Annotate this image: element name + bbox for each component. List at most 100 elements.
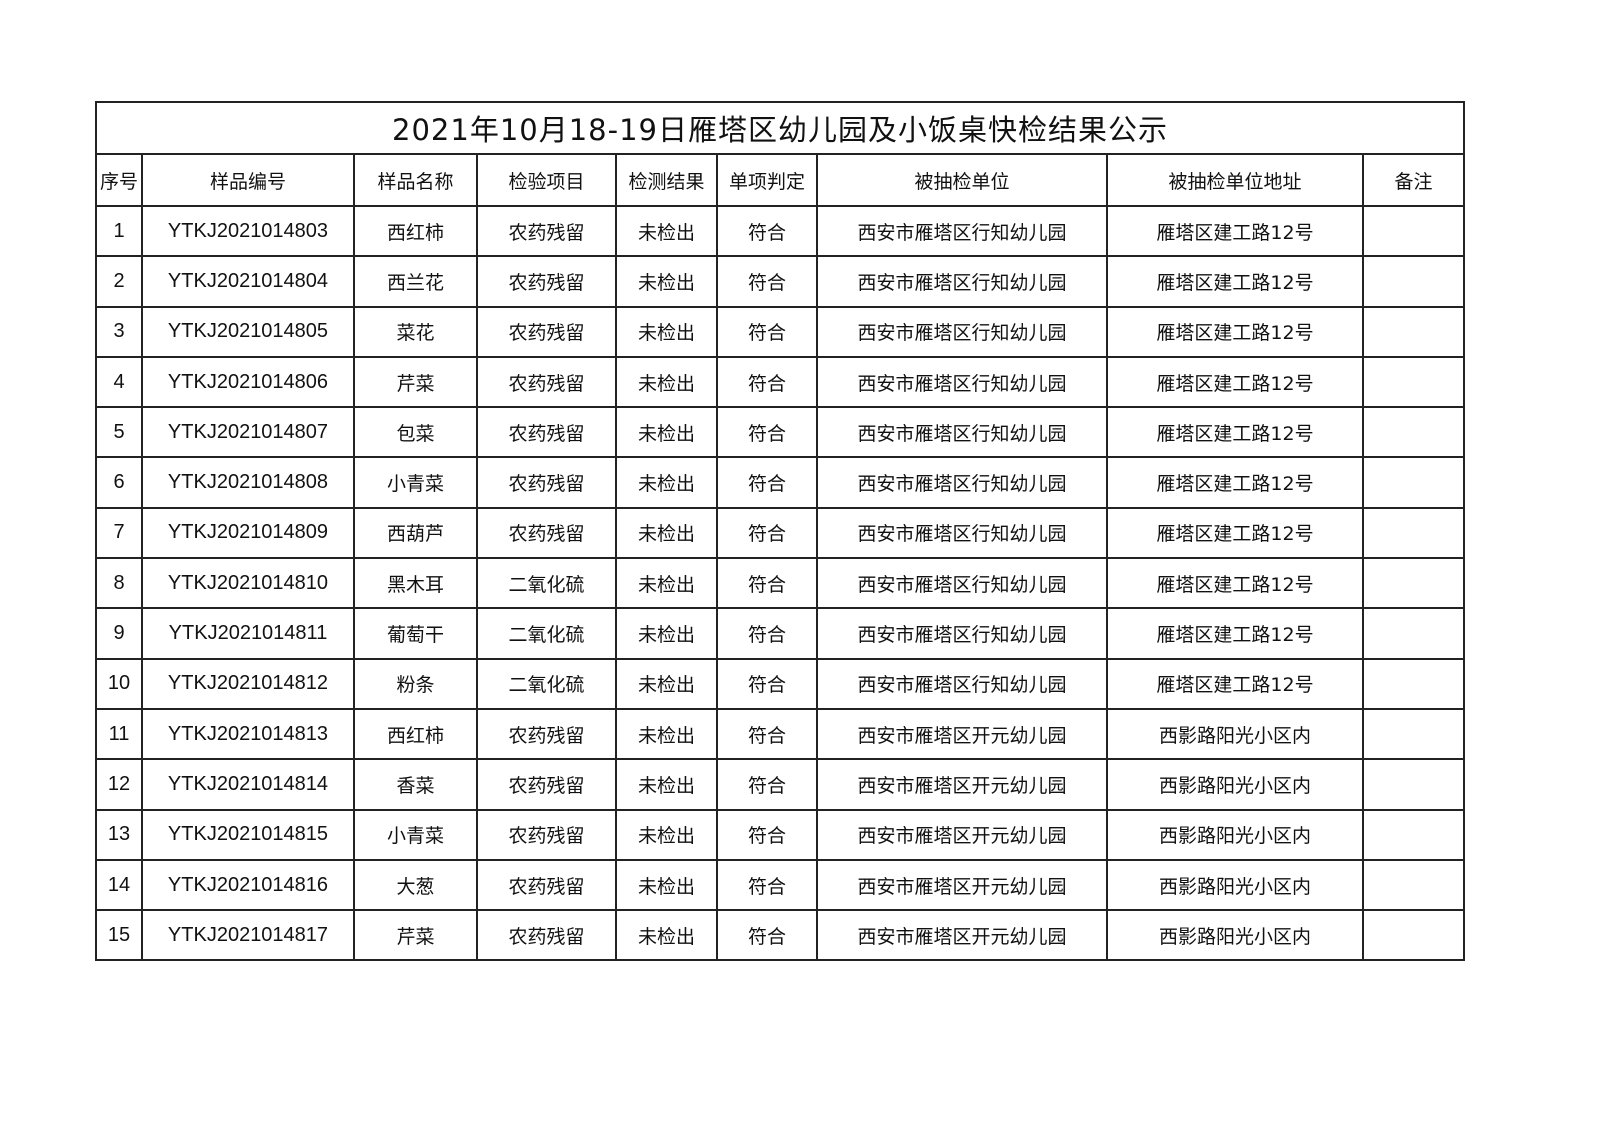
cell-inspected-unit: 西安市雁塔区行知幼儿园 [816,657,1108,710]
cell-remarks [1361,858,1466,912]
cell-test-result: 未检出 [615,506,718,560]
cell-sample-code: YTKJ2021014813 [141,707,355,761]
table-row: 10 YTKJ2021014812 粉条 二氧化硫 未检出 符合 西安市雁塔区行知幼儿园 雁塔… [95,657,1466,710]
cell-seq: 14 [95,858,143,912]
cell-judgement: 符合 [716,758,818,811]
cell-sample-name: 菜花 [353,305,478,358]
cell-seq: 6 [95,456,143,509]
cell-unit-address: 雁塔区建工路12号 [1106,506,1364,560]
table-row: 15 YTKJ2021014817 芹菜 农药残留 未检出 符合 西安市雁塔区开元幼儿园 西影… [95,909,1466,962]
table-row: 2 YTKJ2021014804 西兰花 农药残留 未检出 符合 西安市雁塔区行知幼儿园 雁塔… [95,255,1466,308]
cell-test-result: 未检出 [615,808,718,861]
cell-remarks [1361,204,1466,258]
cell-test-result: 未检出 [615,557,718,610]
cell-test-result: 未检出 [615,255,718,308]
cell-sample-name: 香菜 [353,758,478,811]
cell-unit-address: 西影路阳光小区内 [1106,808,1364,861]
cell-test-item: 农药残留 [476,758,617,811]
cell-judgement: 符合 [716,204,818,258]
table-row: 12 YTKJ2021014814 香菜 农药残留 未检出 符合 西安市雁塔区开元幼儿园 西影… [95,758,1466,811]
cell-seq: 8 [95,557,143,610]
cell-test-result: 未检出 [615,204,718,258]
cell-sample-code: YTKJ2021014810 [141,557,355,610]
cell-inspected-unit: 西安市雁塔区开元幼儿园 [816,808,1108,861]
cell-judgement: 符合 [716,808,818,861]
column-header-sample-name: 样品名称 [353,153,478,207]
column-header-test-item: 检验项目 [476,153,617,207]
cell-judgement: 符合 [716,607,818,660]
table-row: 14 YTKJ2021014816 大葱 农药残留 未检出 符合 西安市雁塔区开元幼儿园 西影… [95,858,1466,912]
cell-test-item: 农药残留 [476,858,617,912]
cell-test-item: 农药残留 [476,255,617,308]
cell-sample-name: 西兰花 [353,255,478,308]
cell-remarks [1361,506,1466,560]
cell-sample-code: YTKJ2021014807 [141,406,355,459]
cell-test-result: 未检出 [615,355,718,409]
cell-unit-address: 西影路阳光小区内 [1106,758,1364,811]
table-row: 6 YTKJ2021014808 小青菜 农药残留 未检出 符合 西安市雁塔区行知幼儿园 雁塔… [95,456,1466,509]
cell-sample-name: 芹菜 [353,355,478,409]
cell-sample-code: YTKJ2021014812 [141,657,355,710]
cell-test-item: 农药残留 [476,808,617,861]
cell-seq: 9 [95,607,143,660]
cell-sample-name: 西葫芦 [353,506,478,560]
cell-judgement: 符合 [716,657,818,710]
cell-unit-address: 雁塔区建工路12号 [1106,406,1364,459]
column-header-seq: 序号 [95,153,143,207]
cell-test-item: 农药残留 [476,506,617,560]
cell-remarks [1361,305,1466,358]
cell-sample-code: YTKJ2021014816 [141,858,355,912]
table-row: 11 YTKJ2021014813 西红柿 农药残留 未检出 符合 西安市雁塔区开元幼儿园西… [95,707,1466,761]
table-row: 13 YTKJ2021014815 小青菜 农药残留 未检出 符合 西安市雁塔区开元幼儿园西… [95,808,1466,861]
cell-sample-code: YTKJ2021014809 [141,506,355,560]
cell-seq: 1 [95,204,143,258]
cell-sample-name: 西红柿 [353,204,478,258]
cell-unit-address: 西影路阳光小区内 [1106,909,1364,962]
cell-inspected-unit: 西安市雁塔区行知幼儿园 [816,557,1108,610]
cell-inspected-unit: 西安市雁塔区行知幼儿园 [816,255,1108,308]
cell-seq: 15 [95,909,143,962]
cell-sample-name: 大葱 [353,858,478,912]
cell-seq: 4 [95,355,143,409]
cell-test-item: 农药残留 [476,406,617,459]
cell-test-result: 未检出 [615,707,718,761]
cell-unit-address: 雁塔区建工路12号 [1106,607,1364,660]
cell-test-result: 未检出 [615,657,718,710]
table-row: 3 YTKJ2021014805 菜花 农药残留 未检出 符合 西安市雁塔区行知幼儿园 雁塔区… [95,305,1466,358]
cell-sample-code: YTKJ2021014814 [141,758,355,811]
cell-unit-address: 雁塔区建工路12号 [1106,204,1364,258]
cell-unit-address: 西影路阳光小区内 [1106,858,1364,912]
cell-inspected-unit: 西安市雁塔区行知幼儿园 [816,406,1108,459]
cell-test-item: 二氧化硫 [476,657,617,710]
cell-unit-address: 雁塔区建工路12号 [1106,657,1364,710]
cell-seq: 3 [95,305,143,358]
cell-unit-address: 雁塔区建工路12号 [1106,456,1364,509]
cell-sample-code: YTKJ2021014806 [141,355,355,409]
cell-inspected-unit: 西安市雁塔区开元幼儿园 [816,758,1108,811]
cell-seq: 11 [95,707,143,761]
cell-inspected-unit: 西安市雁塔区行知幼儿园 [816,456,1108,509]
cell-remarks [1361,758,1466,811]
header-row: 序号 样品编号 样品名称 检验项目 检测结果 单项判定 被抽检单位 被抽检单位地址 备注 [95,153,1466,207]
cell-judgement: 符合 [716,557,818,610]
table-row: 7 YTKJ2021014809 西葫芦 农药残留 未检出 符合 西安市雁塔区行知幼儿园 雁塔… [95,506,1466,560]
cell-remarks [1361,355,1466,409]
cell-remarks [1361,406,1466,459]
cell-inspected-unit: 西安市雁塔区行知幼儿园 [816,506,1108,560]
cell-sample-name: 黑木耳 [353,557,478,610]
cell-unit-address: 雁塔区建工路12号 [1106,305,1364,358]
cell-judgement: 符合 [716,355,818,409]
cell-judgement: 符合 [716,255,818,308]
cell-remarks [1361,657,1466,710]
cell-unit-address: 雁塔区建工路12号 [1106,355,1364,409]
table-row: 1 YTKJ2021014803 西红柿 农药残留 未检出 符合 西安市雁塔区行知幼儿园 雁塔… [95,204,1466,258]
cell-unit-address: 雁塔区建工路12号 [1106,255,1364,308]
cell-inspected-unit: 西安市雁塔区行知幼儿园 [816,204,1108,258]
table-row: 8 YTKJ2021014810 黑木耳 二氧化硫 未检出 符合 西安市雁塔区行知幼儿园 雁塔… [95,557,1466,610]
cell-seq: 13 [95,808,143,861]
cell-unit-address: 西影路阳光小区内 [1106,707,1364,761]
table-row: 9 YTKJ2021014811 葡萄干 二氧化硫 未检出 符合 西安市雁塔区行知幼儿园 雁塔… [95,607,1466,660]
cell-remarks [1361,255,1466,308]
cell-sample-name: 芹菜 [353,909,478,962]
cell-judgement: 符合 [716,909,818,962]
